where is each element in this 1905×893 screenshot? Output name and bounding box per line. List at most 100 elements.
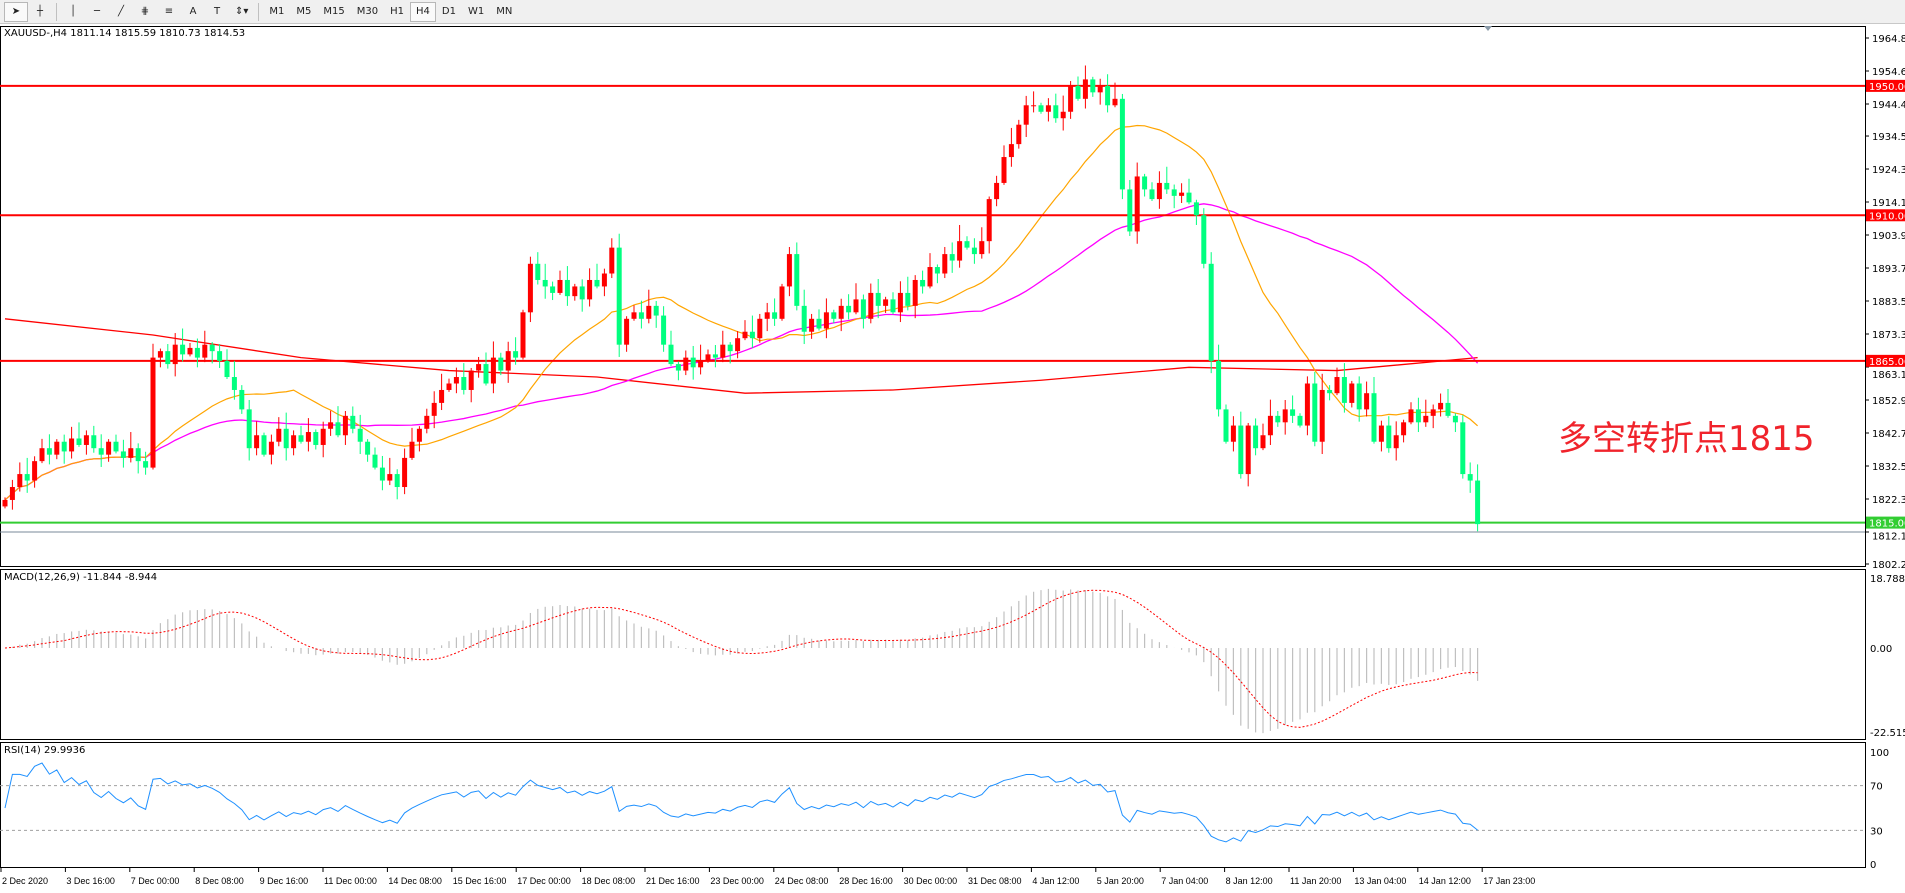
time-axis-label: 13 Jan 04:00 [1354, 876, 1406, 886]
candle-body [416, 428, 422, 442]
candle-body [1208, 263, 1214, 361]
rsi-axis-label: 30 [1870, 826, 1883, 837]
candle-body [786, 254, 792, 287]
candle-body [335, 422, 341, 436]
timeframe-d1[interactable]: D1 [441, 6, 456, 17]
candle-body [1216, 360, 1222, 410]
candle-body [668, 344, 674, 365]
time-axis-label: 30 Dec 00:00 [904, 876, 958, 886]
candle-body [1334, 377, 1340, 394]
candle-body [934, 267, 940, 274]
candle-body [1238, 425, 1244, 475]
candle-body [1312, 383, 1318, 442]
candle-body [150, 357, 156, 468]
time-axis-label: 7 Jan 04:00 [1161, 876, 1208, 886]
candle-body [194, 347, 200, 358]
rsi-axis-label: 0 [1870, 860, 1876, 871]
candle-body [1193, 202, 1199, 216]
candle-body [1386, 425, 1392, 449]
fibonacci-icon[interactable]: ≡ [164, 6, 174, 17]
candle-body [1164, 182, 1170, 190]
candle-body [690, 357, 696, 368]
candle-body [542, 279, 548, 287]
candle-body [350, 415, 356, 429]
price-axis-label: 1903.90 [1872, 231, 1905, 242]
timeframe-m30[interactable]: M30 [356, 6, 379, 17]
time-axis-label: 23 Dec 00:00 [710, 876, 764, 886]
candle-body [239, 389, 245, 410]
candle-body [113, 441, 119, 452]
candle-body [1378, 425, 1384, 442]
time-axis-label: 4 Jan 12:00 [1032, 876, 1079, 886]
candle-body [1031, 105, 1037, 107]
candle-body [1267, 415, 1273, 436]
text-label-icon[interactable]: T [213, 6, 221, 17]
timeframe-m1[interactable]: M1 [269, 6, 285, 17]
candle-body [490, 357, 496, 384]
candle-body [69, 438, 75, 452]
fibonacci-channel-icon[interactable]: ⋕ [140, 6, 150, 17]
candle-body [446, 383, 452, 390]
crosshair-icon[interactable]: ┼ [36, 6, 44, 17]
level-price-tag [1866, 79, 1905, 92]
macd-signal-line [4, 589, 1478, 728]
candle-body [498, 357, 504, 371]
candle-body [276, 428, 282, 442]
time-axis-label: 5 Jan 20:00 [1097, 876, 1144, 886]
time-axis-label: 8 Jan 12:00 [1226, 876, 1273, 886]
text-icon[interactable]: A [189, 6, 197, 17]
candle-body [365, 441, 371, 455]
time-axis-label: 8 Dec 08:00 [195, 876, 244, 886]
candle-body [860, 299, 866, 319]
candle-body [749, 331, 755, 339]
candle-body [394, 474, 400, 488]
timeframe-m15[interactable]: M15 [323, 6, 345, 17]
candle-body [476, 364, 482, 371]
timeframe-mn[interactable]: MN [496, 6, 513, 17]
vertical-line-icon[interactable]: │ [69, 6, 77, 17]
price-axis-label: 1924.30 [1872, 165, 1905, 176]
candle-body [1371, 393, 1377, 442]
candle-body [809, 318, 815, 332]
candle-body [513, 351, 519, 358]
ma-mid-line [4, 203, 1479, 501]
candle-body [1186, 192, 1192, 203]
candle-body [735, 338, 741, 352]
cursor-icon[interactable]: ➤ [4, 1, 28, 22]
trendline-icon[interactable]: ╱ [117, 6, 125, 17]
toolbar-separator [258, 2, 260, 21]
candle-body [120, 451, 126, 458]
timeframe-w1[interactable]: W1 [467, 6, 485, 17]
candle-body [661, 315, 667, 345]
time-axis-label: 2 Dec 2020 [2, 876, 48, 886]
candle-body [1445, 402, 1451, 416]
candle-body [846, 305, 852, 313]
candle-body [224, 360, 230, 378]
candle-body [46, 448, 52, 455]
timeframe-h4[interactable]: H4 [410, 1, 436, 22]
time-axis-label: 14 Dec 08:00 [388, 876, 442, 886]
ma-slow-line [4, 318, 1478, 394]
candle-body [1223, 409, 1229, 442]
chart-shift-marker-icon [1484, 26, 1492, 31]
arrows-icon[interactable]: ⇕▾ [235, 6, 249, 17]
horizontal-line-icon[interactable]: ─ [93, 6, 101, 17]
candle-body [1349, 383, 1355, 403]
macd-axis-label: 18.788 [1870, 574, 1905, 585]
time-axis-label: 14 Jan 12:00 [1419, 876, 1471, 886]
candle-body [772, 312, 778, 319]
candle-body [905, 292, 911, 306]
candle-body [402, 457, 408, 488]
candle-body [91, 435, 97, 449]
price-axis-label: 1802.20 [1872, 560, 1905, 571]
candle-body [994, 182, 1000, 200]
timeframe-m5[interactable]: M5 [296, 6, 312, 17]
candle-body [453, 377, 459, 384]
candle-body [1341, 377, 1347, 403]
candle-body [624, 318, 630, 345]
candle-body [254, 435, 260, 449]
timeframe-h1[interactable]: H1 [390, 6, 405, 17]
level-price-label: 1910.00 [1869, 211, 1905, 222]
candle-body [320, 428, 326, 445]
